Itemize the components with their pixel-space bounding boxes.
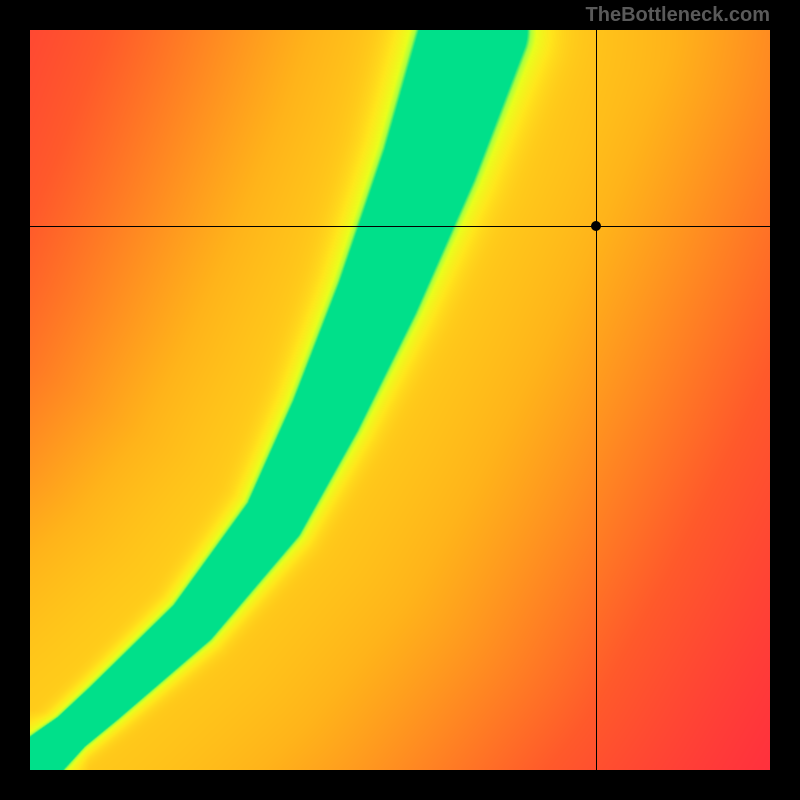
crosshair-vertical <box>596 30 597 770</box>
crosshair-horizontal <box>30 226 770 227</box>
plot-area <box>30 30 770 770</box>
crosshair-marker <box>591 221 601 231</box>
heatmap-canvas <box>30 30 770 770</box>
chart-container: TheBottleneck.com <box>0 0 800 800</box>
watermark-text: TheBottleneck.com <box>586 4 770 27</box>
